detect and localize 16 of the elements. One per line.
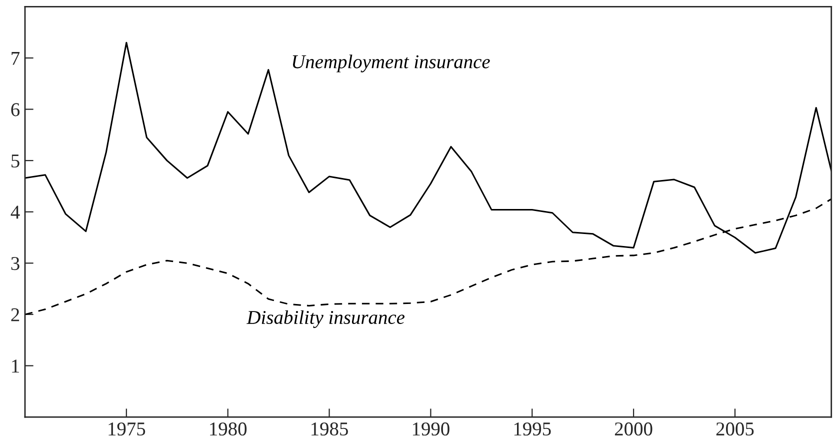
y-tick-label: 1 — [12, 360, 19, 372]
x-tick-label: 1990 — [412, 422, 450, 436]
y-tick-label: 3 — [11, 257, 20, 270]
y-tick-label: 6 — [11, 103, 20, 116]
y-tick-label: 7 — [12, 52, 20, 65]
x-tick-label: 1980 — [210, 422, 247, 436]
y-tick-label: 2 — [11, 308, 20, 322]
series-label: Unemployment insurance — [292, 54, 490, 72]
y-tick-label: 4 — [10, 206, 20, 219]
series-label: Disability insurance — [246, 310, 405, 328]
x-tick-label: 1975 — [108, 422, 146, 436]
x-tick-label: 1985 — [312, 422, 348, 436]
x-tick-label: 1995 — [514, 422, 551, 436]
y-tick-label: 5 — [12, 154, 20, 168]
x-tick-label: 2005 — [716, 422, 754, 436]
x-tick-label: 2000 — [614, 422, 652, 436]
